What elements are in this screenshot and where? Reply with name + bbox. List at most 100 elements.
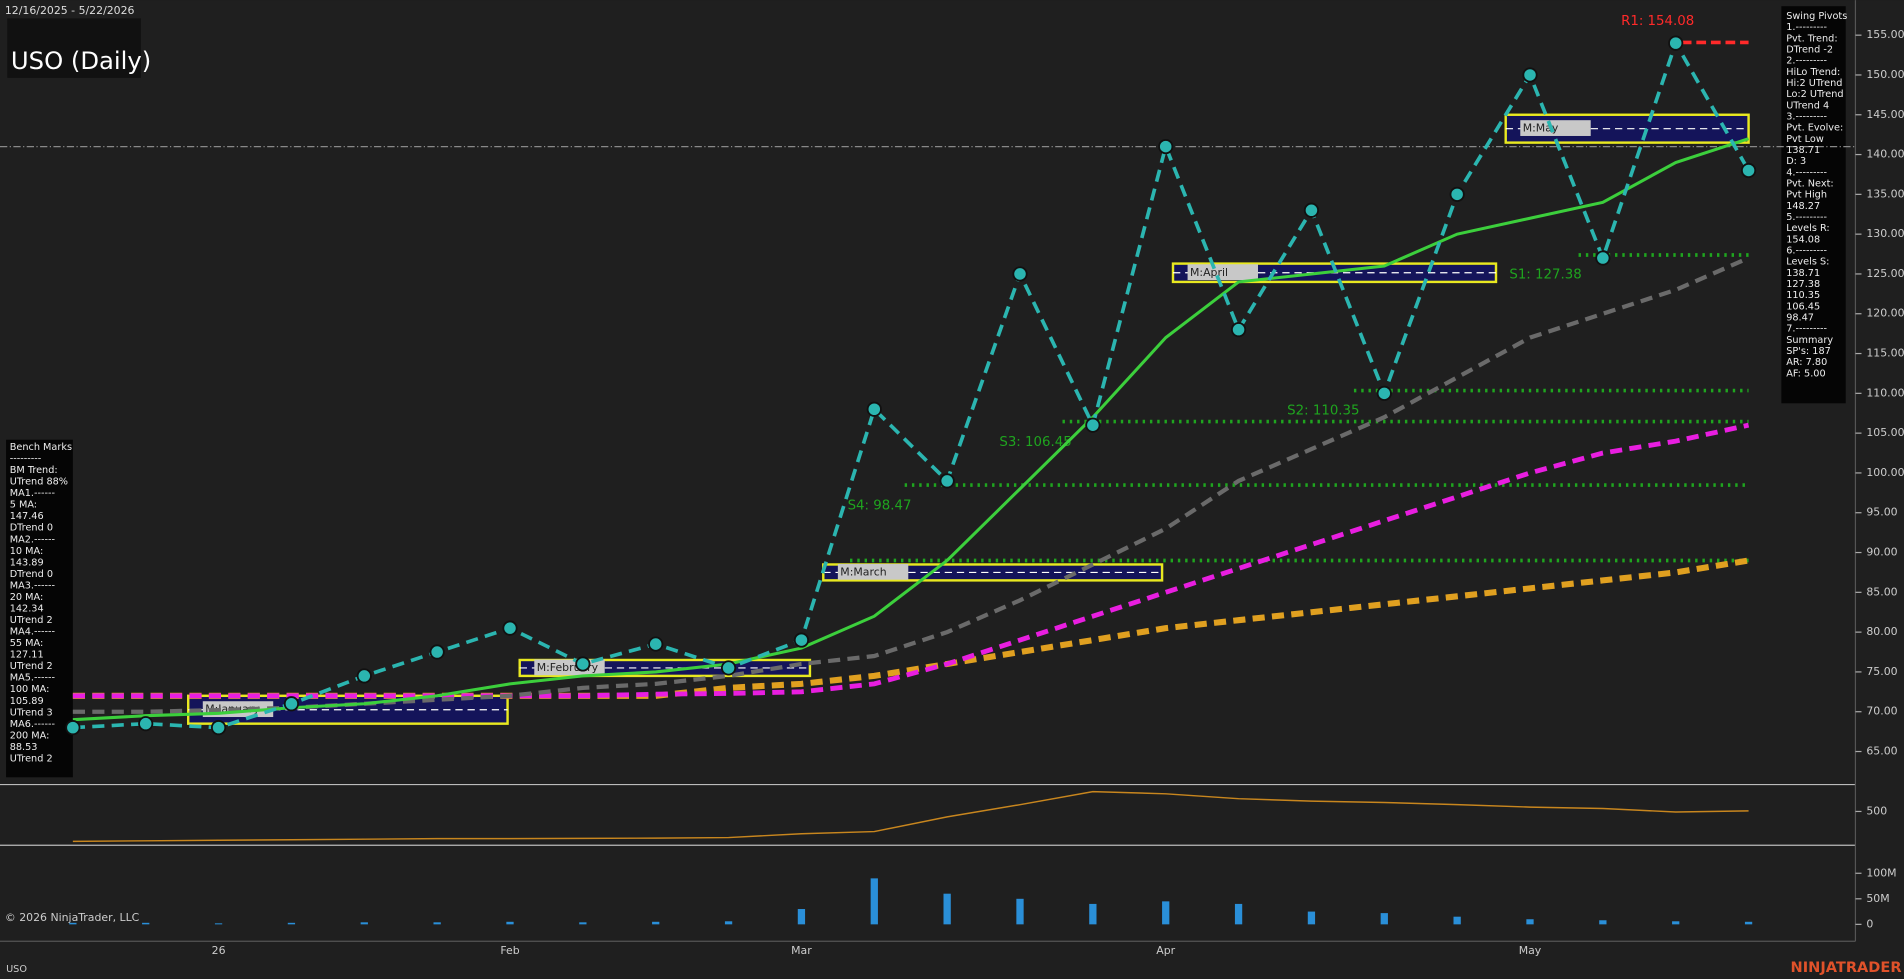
y-tick-label: 100M [1866, 866, 1896, 879]
swing-pivot-text: DTrend -2 [1786, 44, 1833, 55]
y-tick-label: 75.00 [1866, 665, 1897, 678]
copyright: © 2026 NinjaTrader, LLC [5, 911, 140, 924]
swing-pivot-text: 4.--------- [1786, 167, 1827, 178]
bench-mark-text: 10 MA: [10, 546, 44, 557]
swing-pivot-text: D: 3 [1786, 156, 1806, 167]
bench-mark-text: UTrend 2 [10, 753, 53, 764]
pivot-dot [283, 696, 300, 712]
volume-bar [360, 922, 368, 925]
swing-pivot-text: SP's: 187 [1786, 346, 1831, 357]
volume-bar [579, 922, 587, 925]
bench-mark-text: 143.89 [10, 557, 44, 568]
bench-mark-text: UTrend 3 [10, 707, 53, 718]
bench-mark-text: MA1.------ [10, 488, 56, 499]
volume-bar [142, 922, 150, 925]
volume-bar [943, 893, 951, 925]
level-label: R1: 154.08 [1621, 14, 1694, 29]
volume-bar [1744, 921, 1753, 925]
level-label: S3: 106.45 [999, 435, 1071, 450]
x-tick-label: Mar [791, 944, 812, 957]
y-tick-label: 120.00 [1866, 307, 1904, 320]
x-tick-label: Feb [500, 944, 519, 957]
pivot-dot [138, 716, 154, 732]
bench-mark-text: 105.89 [10, 696, 44, 707]
chart-title: USO (Daily) [11, 46, 151, 75]
pivot-dot [939, 473, 955, 489]
swing-pivot-text: 2.--------- [1786, 56, 1827, 67]
bench-mark-text: 142.34 [10, 604, 44, 615]
swing-pivot-text: Lo:2 UTrend [1786, 89, 1843, 100]
bench-mark-text: 147.46 [10, 511, 44, 522]
pivot-dot [429, 644, 445, 660]
y-tick-label: 125.00 [1866, 267, 1904, 280]
bench-mark-text: 200 MA: [10, 730, 50, 741]
pivot-dot [356, 668, 372, 684]
swing-pivot-text: Pvt Low [1786, 134, 1824, 145]
swing-pivot-text: Pvt. Next: [1786, 179, 1833, 190]
y-tick-label: 65.00 [1866, 745, 1897, 758]
month-label: M:March [840, 565, 886, 578]
swing-pivot-text: 154.08 [1786, 234, 1820, 245]
y-tick-label: 110.00 [1866, 386, 1904, 399]
symbol: USO [6, 964, 27, 975]
bench-mark-text: UTrend 2 [10, 615, 53, 626]
pivot-dot [720, 660, 737, 676]
month-label-box [1187, 264, 1258, 281]
volume-bar [652, 921, 660, 925]
pivot-dot [648, 636, 664, 652]
pivot-dot [1303, 202, 1320, 218]
pivot-dot [1085, 417, 1101, 433]
swing-pivot-text: 5.--------- [1786, 212, 1827, 223]
volume-bar [1453, 916, 1461, 925]
y-tick-label: 85.00 [1866, 585, 1897, 598]
pivot-dot [793, 632, 810, 648]
y-tick-label: 135.00 [1866, 187, 1904, 200]
volume-bar [433, 922, 441, 925]
swing-pivot-text: AF: 5.00 [1786, 368, 1825, 379]
level-label: S2: 110.35 [1287, 404, 1359, 419]
volume-bar [870, 878, 878, 925]
pivot-dot [1376, 385, 1392, 401]
volume-bar [1526, 919, 1534, 925]
swing-pivot-text: 1.--------- [1786, 22, 1827, 33]
swing-pivot-text: 98.47 [1786, 313, 1814, 324]
y-tick-label: 105.00 [1866, 426, 1904, 439]
bench-mark-text: BM Trend: [10, 465, 58, 476]
swing-pivot-text: Pvt High [1786, 190, 1827, 201]
swing-pivot-text: Pvt. Trend: [1786, 33, 1837, 44]
bench-mark-text: 5 MA: [10, 500, 37, 511]
swing-pivot-text: Swing Pivots [1786, 11, 1847, 22]
y-tick-label: 50M [1866, 892, 1889, 905]
bench-mark-text: MA6.------ [10, 719, 56, 730]
volume-bar [69, 922, 77, 925]
month-label-box [837, 563, 909, 580]
bench-mark-text: 20 MA: [10, 592, 44, 603]
y-tick-label: 80.00 [1866, 625, 1897, 638]
bench-mark-text: 88.53 [10, 742, 38, 753]
y-tick-label: 90.00 [1866, 546, 1897, 559]
y-tick-label: 130.00 [1866, 227, 1904, 240]
bench-mark-text: 100 MA: [10, 684, 50, 695]
swing-pivot-text: 138.71 [1786, 145, 1820, 156]
swing-panel [1781, 6, 1846, 404]
pivot-dot [575, 656, 591, 672]
swing-pivot-text: Summary [1786, 335, 1833, 346]
swing-pivot-text: 127.38 [1786, 279, 1820, 290]
y-tick-label: 500 [1866, 804, 1887, 817]
volume-bar [214, 923, 223, 925]
y-tick-label: 140.00 [1866, 148, 1904, 161]
level-label: S1: 127.38 [1509, 268, 1581, 283]
swing-pivot-text: 148.27 [1786, 201, 1820, 212]
bench-mark-text: MA5.------ [10, 673, 56, 684]
series-line [72, 790, 1749, 843]
volume-bar [1599, 920, 1607, 925]
swing-pivot-text: AR: 7.80 [1786, 357, 1827, 368]
month-label: M:May [1523, 122, 1559, 135]
swing-pivot-text: 106.45 [1786, 301, 1820, 312]
series-line [72, 38, 1751, 730]
y-tick-label: 70.00 [1866, 705, 1897, 718]
pivot-dot [1449, 186, 1465, 202]
date-range: 12/16/2025 - 5/22/2026 [5, 4, 135, 17]
brand: NINJATRADER [1791, 959, 1902, 976]
